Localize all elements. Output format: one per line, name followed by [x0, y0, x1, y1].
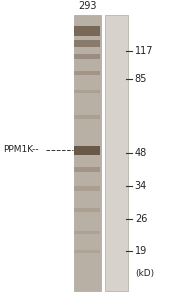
Bar [74, 26, 100, 36]
Bar [74, 115, 100, 119]
Bar [74, 70, 100, 75]
Text: 293: 293 [78, 1, 96, 11]
Text: 26: 26 [135, 214, 147, 224]
Bar [105, 15, 128, 291]
Text: 34: 34 [135, 182, 147, 191]
Text: (kD): (kD) [135, 269, 154, 278]
Bar [74, 40, 100, 47]
Text: PPM1K--: PPM1K-- [4, 146, 39, 154]
Text: 85: 85 [135, 74, 147, 84]
Bar [74, 146, 100, 154]
Bar [74, 230, 100, 234]
Bar [74, 208, 100, 212]
Bar [74, 186, 100, 191]
Text: 19: 19 [135, 246, 147, 256]
Bar [74, 90, 100, 93]
Bar [74, 54, 100, 59]
Bar [74, 167, 100, 172]
Bar [74, 250, 100, 253]
Text: 48: 48 [135, 148, 147, 158]
Bar [74, 15, 101, 291]
Text: 117: 117 [135, 46, 153, 56]
